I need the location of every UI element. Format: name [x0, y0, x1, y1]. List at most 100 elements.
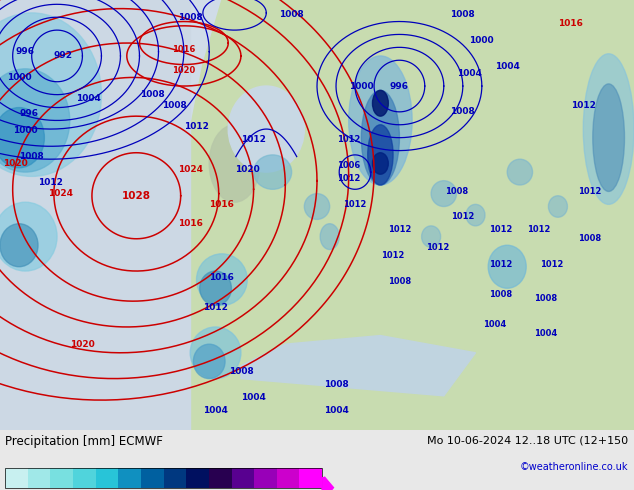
Text: 1016: 1016	[558, 19, 583, 28]
Text: 1008: 1008	[162, 100, 187, 110]
Ellipse shape	[197, 254, 247, 305]
Bar	[73, 468, 96, 488]
Text: Mo 10-06-2024 12..18 UTC (12+150: Mo 10-06-2024 12..18 UTC (12+150	[427, 435, 628, 445]
Bar	[164, 468, 186, 488]
Ellipse shape	[349, 56, 412, 185]
Text: 1012: 1012	[344, 199, 366, 209]
Text: 1008: 1008	[388, 277, 411, 286]
Ellipse shape	[466, 204, 485, 226]
Ellipse shape	[209, 125, 260, 202]
Text: 1012: 1012	[451, 212, 474, 221]
Text: 1016: 1016	[178, 219, 203, 228]
Bar	[96, 468, 119, 488]
Ellipse shape	[0, 224, 38, 267]
Ellipse shape	[304, 194, 330, 220]
Text: 1012: 1012	[388, 225, 411, 234]
Text: 1004: 1004	[203, 406, 228, 415]
Text: 1004: 1004	[483, 320, 506, 329]
Bar	[209, 468, 231, 488]
Bar	[28, 468, 50, 488]
Text: 996: 996	[19, 109, 38, 118]
Ellipse shape	[320, 224, 339, 249]
Text: 1004: 1004	[241, 393, 266, 402]
Ellipse shape	[361, 90, 399, 185]
Text: 1012: 1012	[489, 225, 512, 234]
Text: 1028: 1028	[122, 191, 151, 201]
Text: 1008: 1008	[279, 10, 304, 19]
Text: 1000: 1000	[470, 36, 494, 45]
Text: Precipitation [mm] ECMWF: Precipitation [mm] ECMWF	[5, 435, 163, 448]
Text: 1024: 1024	[178, 165, 203, 174]
Ellipse shape	[593, 84, 624, 192]
Polygon shape	[222, 0, 412, 65]
Text: 1012: 1012	[203, 303, 228, 312]
FancyArrow shape	[322, 477, 333, 490]
Bar	[5, 468, 322, 488]
Ellipse shape	[372, 153, 388, 174]
Polygon shape	[178, 293, 330, 430]
Text: 1004: 1004	[495, 62, 520, 71]
Bar	[299, 468, 322, 488]
Text: 1012: 1012	[540, 260, 563, 269]
Text: 1000: 1000	[349, 81, 373, 91]
Ellipse shape	[0, 69, 70, 172]
Text: 1008: 1008	[445, 187, 468, 196]
Text: 1012: 1012	[578, 187, 601, 196]
Text: 1008: 1008	[178, 13, 203, 22]
Bar	[119, 468, 141, 488]
Text: 1008: 1008	[450, 10, 476, 19]
Text: 1020: 1020	[70, 340, 95, 349]
Text: 1020: 1020	[172, 66, 195, 75]
Bar	[231, 468, 254, 488]
Bar	[5, 468, 28, 488]
Text: 1000: 1000	[13, 126, 37, 135]
Text: 1008: 1008	[489, 290, 512, 299]
Text: 1012: 1012	[337, 173, 360, 183]
Text: 1012: 1012	[382, 251, 404, 260]
Text: 1004: 1004	[323, 406, 349, 415]
Ellipse shape	[507, 159, 533, 185]
Bar	[50, 468, 73, 488]
Ellipse shape	[431, 181, 456, 206]
Text: 1012: 1012	[184, 122, 209, 131]
Ellipse shape	[0, 202, 57, 271]
Text: 1004: 1004	[456, 69, 482, 77]
Text: 1016: 1016	[209, 272, 235, 282]
Text: 1012: 1012	[241, 135, 266, 144]
Text: 1020: 1020	[235, 165, 260, 174]
Ellipse shape	[0, 13, 101, 176]
Text: 1006: 1006	[337, 161, 360, 170]
Text: ©weatheronline.co.uk: ©weatheronline.co.uk	[519, 462, 628, 472]
Text: 1008: 1008	[578, 234, 601, 243]
Text: 992: 992	[54, 51, 73, 60]
Bar	[186, 468, 209, 488]
Text: 1008: 1008	[534, 294, 557, 303]
Text: 1012: 1012	[571, 100, 596, 110]
Ellipse shape	[548, 196, 567, 217]
Text: 1004: 1004	[76, 95, 101, 103]
Text: 1008: 1008	[323, 380, 349, 389]
Text: 1008: 1008	[450, 107, 476, 116]
Ellipse shape	[0, 107, 44, 168]
Text: 1004: 1004	[534, 329, 557, 338]
Text: 1016: 1016	[209, 199, 235, 209]
Text: 1008: 1008	[139, 90, 165, 99]
Bar	[277, 468, 299, 488]
Ellipse shape	[254, 155, 292, 189]
Ellipse shape	[583, 54, 634, 204]
Text: 1020: 1020	[3, 159, 29, 168]
Ellipse shape	[200, 271, 231, 305]
Polygon shape	[241, 336, 476, 396]
Polygon shape	[178, 0, 634, 430]
Text: 1024: 1024	[48, 189, 73, 198]
Ellipse shape	[372, 90, 388, 116]
Ellipse shape	[228, 86, 304, 172]
Text: 1012: 1012	[337, 135, 360, 144]
Ellipse shape	[190, 327, 241, 379]
Ellipse shape	[488, 245, 526, 288]
Bar	[254, 468, 277, 488]
Ellipse shape	[193, 344, 225, 379]
Bar	[0, 0, 190, 430]
Text: 1008: 1008	[19, 152, 44, 161]
Text: 996: 996	[390, 81, 409, 91]
